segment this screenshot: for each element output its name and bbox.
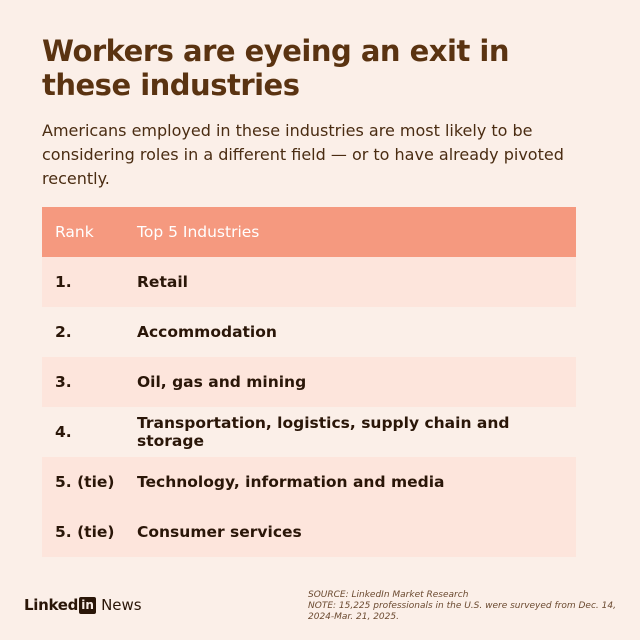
rank-cell: 5. (tie) [55, 473, 115, 491]
industry-cell: Transportation, logistics, supply chain … [137, 414, 510, 450]
rank-cell: 5. (tie) [55, 523, 115, 541]
rank-cell: 1. [55, 273, 72, 291]
header-industries: Top 5 Industries [137, 223, 260, 241]
industry-cell: Accommodation [137, 323, 277, 341]
industry-cell: Technology, information and media [137, 473, 445, 491]
chart-title: Workers are eyeing an exit in these indu… [42, 34, 510, 102]
table-row: 2. Accommodation [42, 307, 576, 357]
industry-cell: Consumer services [137, 523, 302, 541]
table-row: 5. (tie) Technology, information and medi… [42, 457, 576, 507]
logo-linked-text: Linked [24, 596, 79, 614]
table-row: 5. (tie) Consumer services [42, 507, 576, 557]
industry-cell: Oil, gas and mining [137, 373, 307, 391]
table-row: 3. Oil, gas and mining [42, 357, 576, 407]
table-header-row: Rank Top 5 Industries [42, 207, 576, 257]
logo-news-text: News [101, 596, 142, 614]
header-rank: Rank [55, 223, 94, 241]
table-row: 1. Retail [42, 257, 576, 307]
note-line: NOTE: 15,225 professionals in the U.S. w… [308, 601, 616, 622]
rank-cell: 2. [55, 323, 72, 341]
industries-table: Rank Top 5 Industries 1. Retail 2. Accommod… [42, 207, 576, 557]
rank-cell: 3. [55, 373, 72, 391]
source-line: SOURCE: LinkedIn Market Research [308, 590, 469, 600]
chart-subtitle: Americans employed in these industries a… [42, 121, 564, 188]
industry-cell: Retail [137, 273, 188, 291]
linkedin-news-logo: Linked in News [24, 596, 142, 614]
logo-in-box: in [79, 596, 97, 614]
table-row: 4. Transportation, logistics, supply chai… [42, 407, 576, 457]
table-body: 1. Retail 2. Accommodation 3. Oil, gas and mi… [42, 257, 576, 557]
rank-cell: 4. [55, 423, 72, 441]
source-note: SOURCE: LinkedIn Market Research NOTE: 1… [308, 590, 618, 623]
